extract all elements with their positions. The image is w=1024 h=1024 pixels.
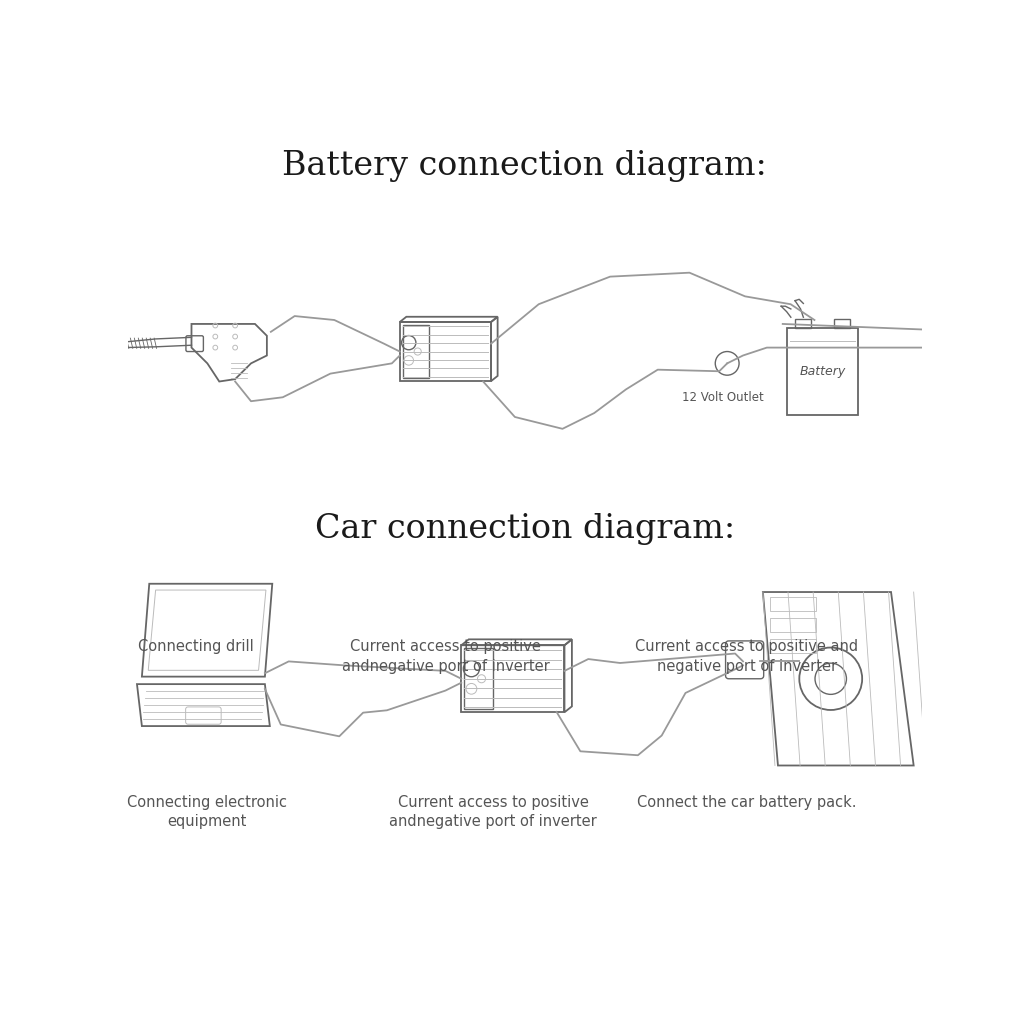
Text: Battery connection diagram:: Battery connection diagram: [283, 151, 767, 182]
Text: Car connection diagram:: Car connection diagram: [314, 513, 735, 545]
Text: Connecting drill: Connecting drill [137, 639, 253, 654]
Text: Current access to positive and
negative port of inverter: Current access to positive and negative … [636, 639, 858, 674]
Text: Battery: Battery [800, 365, 846, 378]
Text: Current access to positive
andnegative port of inverter: Current access to positive andnegative p… [342, 639, 549, 674]
Text: 12 Volt Outlet: 12 Volt Outlet [682, 391, 764, 403]
Text: Connecting electronic
equipment: Connecting electronic equipment [127, 795, 288, 829]
Text: Connect the car battery pack.: Connect the car battery pack. [637, 795, 857, 810]
Text: Current access to positive
andnegative port of inverter: Current access to positive andnegative p… [389, 795, 597, 829]
